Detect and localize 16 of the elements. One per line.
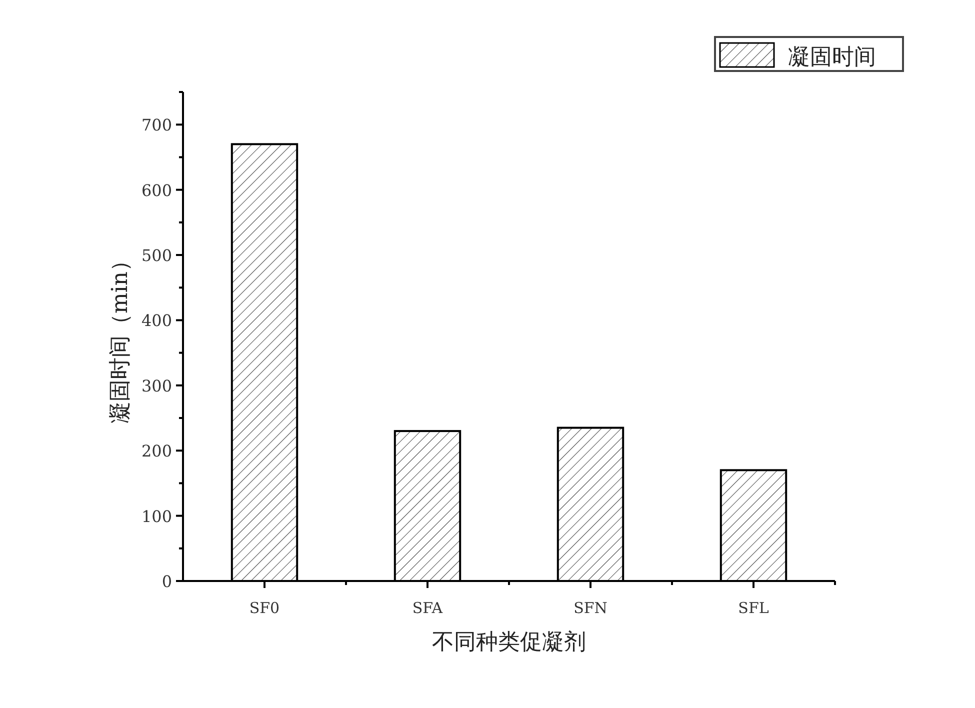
y-tick-label: 400	[141, 311, 172, 330]
y-axis-title: 凝固时间（min）	[108, 249, 133, 424]
x-tick-label: SFN	[574, 599, 608, 617]
legend-label: 凝固时间	[788, 45, 876, 70]
y-tick-label: 100	[141, 506, 172, 526]
y-tick-label: 700	[141, 116, 172, 135]
y-tick-label: 600	[141, 180, 172, 200]
y-tick-label: 200	[141, 442, 172, 461]
y-tick-label: 0	[162, 572, 172, 591]
x-tick-label: SFA	[412, 599, 443, 617]
x-axis-title: 不同种类促凝剂	[432, 630, 586, 655]
x-tick-label: SF0	[249, 599, 280, 617]
x-tick-label: SFL	[738, 599, 769, 617]
y-tick-label: 300	[141, 376, 172, 396]
y-tick-label: 500	[141, 246, 172, 265]
legend: 凝固时间	[714, 36, 904, 72]
